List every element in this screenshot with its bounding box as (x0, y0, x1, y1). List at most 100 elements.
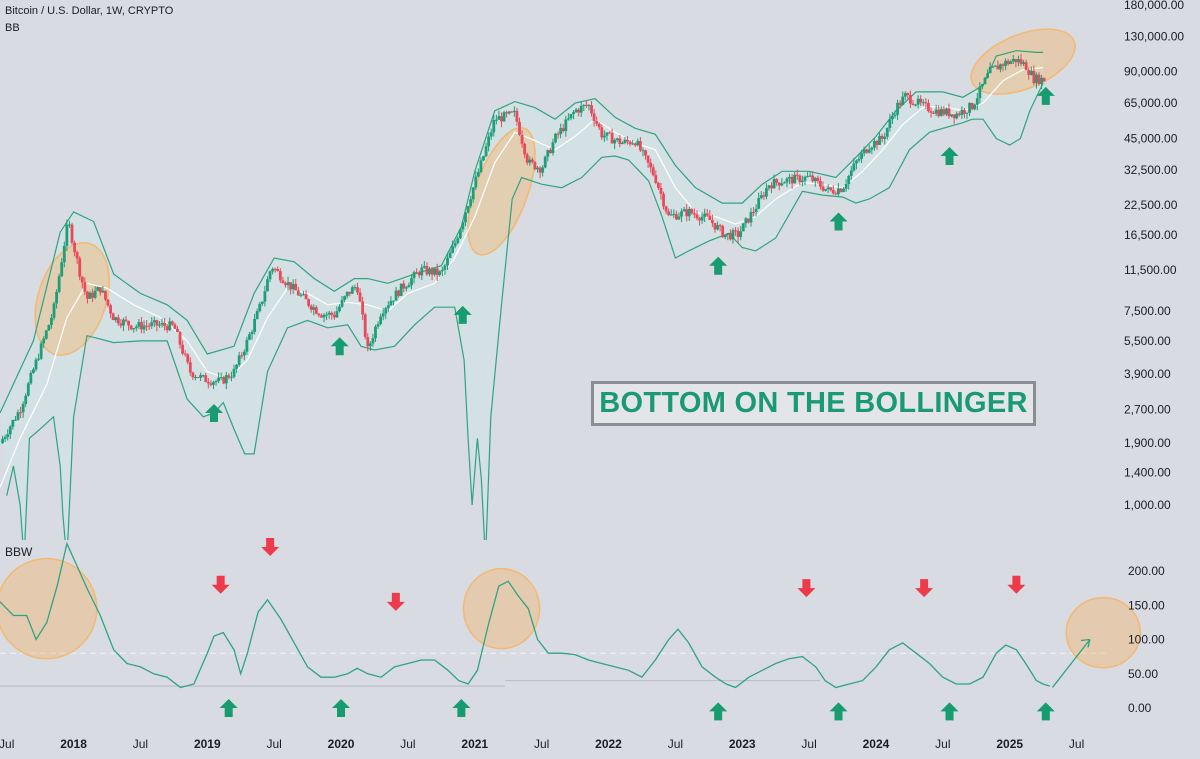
candle-body (510, 111, 514, 113)
candle-body (294, 284, 298, 291)
candle-body (561, 128, 565, 132)
candle-body (1019, 59, 1023, 64)
price-tick-label: 1,000.00 (1124, 498, 1171, 512)
candle-body (412, 272, 416, 279)
x-tick-label: Jul (668, 737, 683, 751)
candle-body (924, 102, 928, 104)
candle-body (883, 136, 887, 139)
candle-body (1029, 71, 1033, 75)
candle-body (281, 280, 285, 284)
candle-body (986, 73, 989, 78)
candle-body (898, 102, 902, 105)
candle-body (981, 84, 984, 87)
x-tick-label: 2022 (595, 737, 622, 751)
bottom-arrow-price-1 (330, 337, 349, 356)
candle-body (32, 369, 35, 373)
candle-body (152, 320, 156, 323)
candle-body (1004, 60, 1007, 66)
candle-body (842, 188, 845, 192)
candle-body (322, 314, 326, 318)
candle-body (201, 375, 205, 377)
bbw-tick-label: 100.00 (1128, 633, 1165, 647)
candle-body (587, 105, 591, 107)
candle-body (736, 230, 740, 237)
candle-body (957, 113, 961, 115)
candle-body (68, 224, 71, 226)
candle-body (309, 305, 313, 310)
candle-body (631, 143, 635, 145)
candle-body (278, 271, 282, 281)
candle-body (862, 149, 866, 154)
candle-body (819, 181, 822, 187)
candle-body (891, 116, 894, 120)
candle-body (528, 159, 532, 163)
candle-body (106, 299, 110, 306)
candle-body (574, 109, 578, 113)
candle-body (227, 375, 231, 378)
candle-body (548, 150, 552, 154)
candle-body (906, 93, 910, 96)
highlight-ellipse-price-0 (34, 242, 110, 356)
candle-body (762, 195, 766, 197)
candle-body (837, 188, 840, 195)
annotation-text: BOTTOM ON THE BOLLINGER (599, 387, 1028, 419)
candle-body (968, 102, 971, 113)
candle-body (1009, 61, 1013, 64)
candle-body (178, 332, 182, 345)
bottom-arrow-price-2 (453, 305, 472, 324)
candle-body (927, 103, 930, 112)
candle-body (620, 142, 624, 145)
price-tick-label: 65,000.00 (1124, 96, 1178, 110)
candle-body (451, 246, 455, 253)
candle-body (425, 266, 429, 275)
candle-body (708, 215, 712, 220)
candle-body (595, 121, 599, 124)
price-tick-label: 11,500.00 (1124, 263, 1177, 277)
price-tick-label: 130,000.00 (1124, 29, 1184, 43)
x-tick-label: Jul (400, 737, 415, 751)
candle-body (1037, 74, 1041, 84)
price-tick-label: 7,500.00 (1124, 304, 1171, 318)
candle-body (785, 178, 789, 183)
candle-body (829, 187, 833, 191)
candle-body (410, 278, 413, 286)
candle-body (921, 102, 925, 104)
candle-body (873, 141, 876, 148)
candle-body (70, 224, 74, 243)
price-tick-label: 2,700.00 (1124, 402, 1171, 416)
candle-body (42, 338, 46, 344)
candle-body (530, 159, 534, 162)
candle-body (330, 312, 334, 316)
candle-body (260, 301, 264, 304)
candle-body (749, 212, 753, 223)
candle-body (896, 102, 899, 115)
candle-body (775, 179, 779, 183)
candle-body (608, 132, 611, 134)
candle-body (919, 98, 923, 103)
candle-body (597, 123, 601, 128)
candle-body (338, 306, 341, 312)
candle-body (721, 225, 725, 238)
candle-body (685, 209, 689, 217)
bbw-up-arrow-2 (452, 699, 471, 717)
candle-body (692, 213, 696, 215)
candle-body (433, 268, 437, 275)
candle-body (327, 312, 331, 315)
candle-body (566, 118, 570, 120)
candle-body (3, 437, 7, 439)
candle-body (492, 120, 496, 133)
candle-body (116, 317, 120, 324)
candle-body (8, 426, 12, 435)
candle-body (96, 287, 100, 291)
candle-body (1011, 58, 1015, 62)
candle-body (875, 141, 879, 145)
x-tick-label: 2023 (729, 737, 756, 751)
candle-body (703, 213, 707, 217)
candle-body (381, 313, 385, 317)
candle-body (757, 198, 761, 209)
candle-body (505, 112, 509, 114)
candle-body (705, 213, 709, 216)
candle-body (1024, 62, 1028, 70)
candle-body (916, 98, 920, 105)
